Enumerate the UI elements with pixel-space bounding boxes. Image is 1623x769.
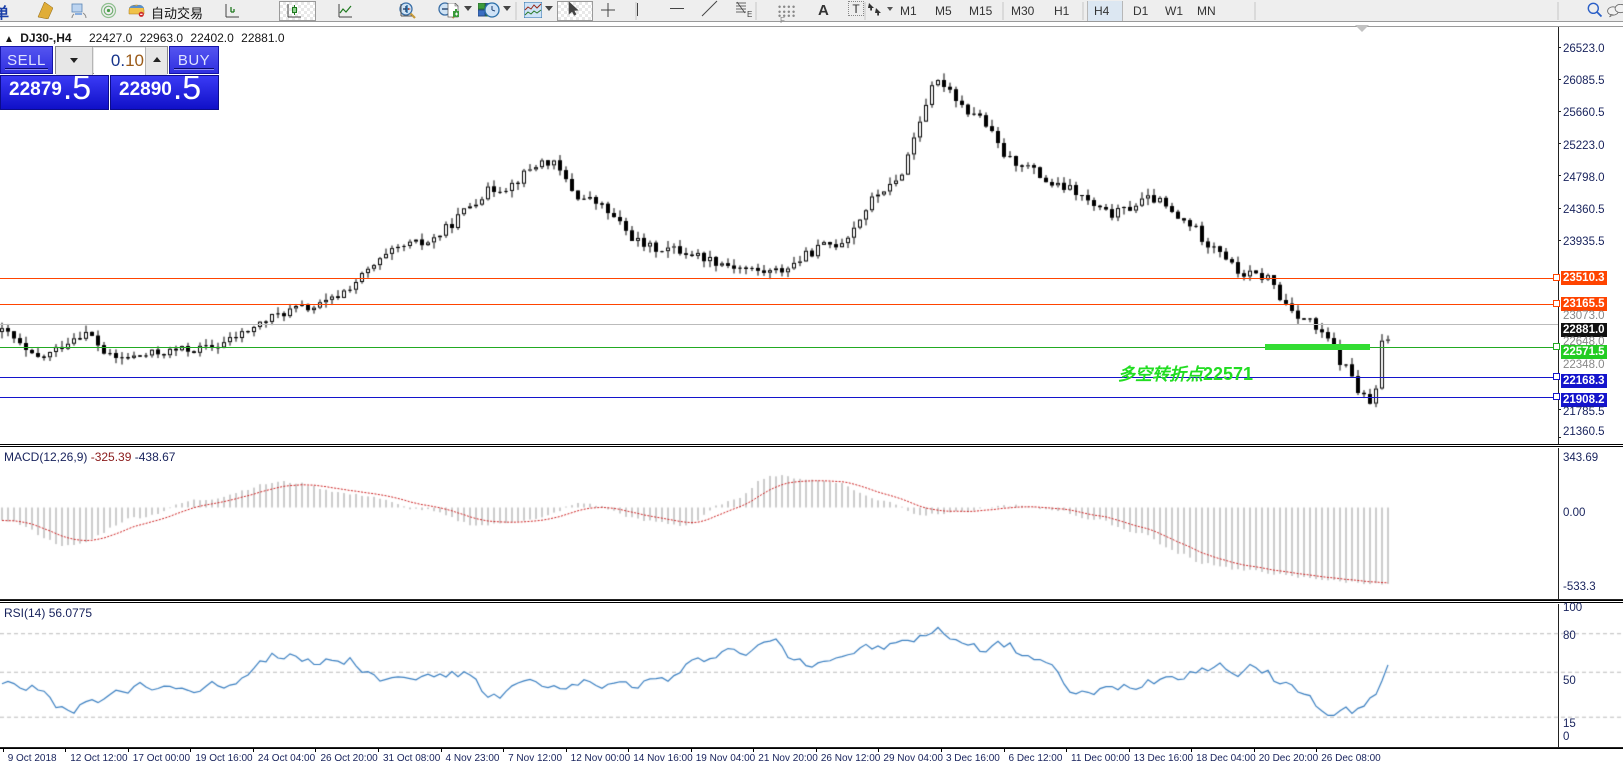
svg-text:E: E [747,10,752,19]
